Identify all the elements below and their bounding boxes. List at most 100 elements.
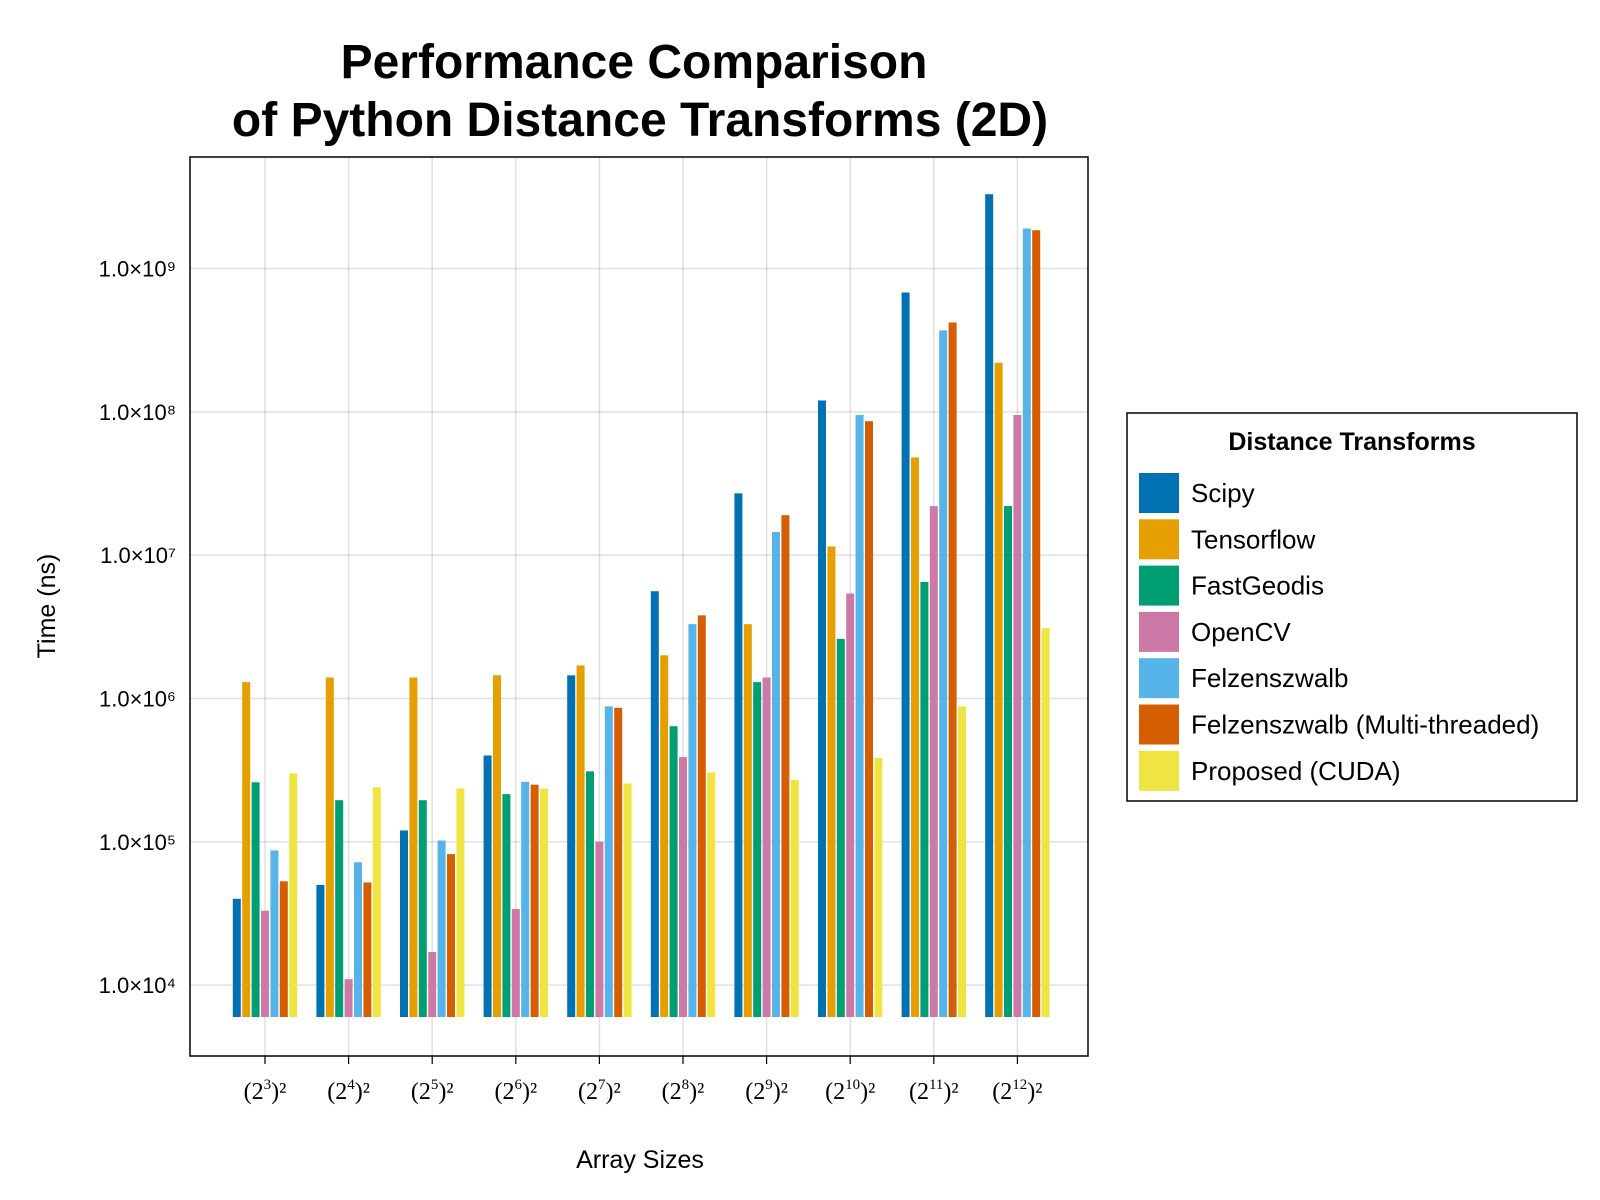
bar-felzenszwalb-6 — [772, 532, 780, 1017]
bar-tensorflow-5 — [660, 655, 669, 1017]
bar-proposed-cuda--6 — [790, 779, 799, 1017]
bar-tensorflow-3 — [493, 675, 501, 1017]
bar-opencv-3 — [511, 908, 520, 1017]
legend-frame — [1126, 412, 1578, 802]
bar-scipy-9 — [985, 194, 994, 1017]
x-tick-label-4: (27)² — [578, 1077, 621, 1105]
bar-felzenszwalb-1 — [354, 862, 362, 1017]
bar-proposed-cuda--0 — [289, 773, 298, 1017]
bar-tensorflow-2 — [409, 677, 418, 1017]
bar-fastgeodis-3 — [502, 794, 511, 1017]
x-tick-label-3: (26)² — [494, 1077, 537, 1105]
y-tick-label-1: 1.0×10⁵ — [99, 830, 176, 855]
bars — [232, 194, 1050, 1018]
bar-opencv-2 — [428, 952, 437, 1017]
bar-proposed-cuda--5 — [707, 772, 716, 1017]
y-tick-label-3: 1.0×10⁷ — [100, 543, 176, 568]
bar-scipy-6 — [734, 493, 743, 1017]
bar-felzenszwalb-multi-threaded--3 — [530, 784, 539, 1017]
bar-felzenszwalb-5 — [688, 624, 697, 1017]
legend-swatch-5 — [1139, 704, 1179, 745]
legend: Distance Transforms Scipy Tensorflow FastG… — [1126, 412, 1578, 802]
bar-scipy-2 — [400, 830, 408, 1017]
x-tick-label-6: (29)² — [745, 1077, 788, 1105]
bar-felzenszwalb-8 — [939, 330, 948, 1017]
bar-opencv-8 — [929, 506, 938, 1017]
bar-opencv-9 — [1013, 415, 1022, 1017]
legend-swatch-0 — [1139, 473, 1179, 513]
bar-tensorflow-0 — [242, 682, 251, 1017]
legend-label-0: Scipy — [1191, 478, 1255, 508]
bar-fastgeodis-7 — [836, 638, 845, 1017]
bar-fastgeodis-2 — [418, 800, 427, 1017]
bar-scipy-0 — [232, 898, 241, 1017]
bar-tensorflow-9 — [994, 362, 1003, 1018]
bar-opencv-1 — [344, 979, 353, 1017]
legend-swatch-1 — [1139, 519, 1179, 560]
bar-felzenszwalb-7 — [855, 415, 864, 1017]
bar-felzenszwalb-multi-threaded--4 — [614, 707, 623, 1017]
legend-label-6: Proposed (CUDA) — [1191, 756, 1401, 786]
bar-fastgeodis-8 — [920, 581, 929, 1017]
bar-opencv-5 — [679, 757, 687, 1017]
plot-frame — [189, 156, 1089, 1057]
bar-felzenszwalb-multi-threaded--9 — [1032, 230, 1041, 1017]
bar-fastgeodis-1 — [335, 800, 344, 1017]
legend-label-3: OpenCV — [1191, 617, 1291, 647]
bar-opencv-6 — [762, 677, 771, 1017]
x-axis-label: Array Sizes — [576, 1146, 704, 1174]
bar-tensorflow-1 — [325, 677, 334, 1017]
bar-proposed-cuda--9 — [1041, 628, 1050, 1017]
x-tick-label-7: (210)² — [825, 1077, 875, 1105]
bar-opencv-7 — [846, 593, 855, 1017]
legend-swatch-2 — [1139, 565, 1179, 606]
bar-tensorflow-6 — [743, 624, 752, 1017]
x-axis-ticks: (23)² (24)² (25)² (26)² (27)² (28)² (29)² (210)… — [244, 1056, 1042, 1105]
legend-label-1: Tensorflow — [1191, 524, 1315, 554]
bar-proposed-cuda--3 — [540, 788, 548, 1017]
chart-title-line-1: Performance Comparison — [341, 36, 928, 89]
bar-felzenszwalb-multi-threaded--8 — [948, 322, 957, 1018]
bar-felzenszwalb-multi-threaded--5 — [697, 615, 706, 1017]
bar-proposed-cuda--4 — [623, 783, 632, 1017]
bar-scipy-4 — [567, 675, 576, 1017]
legend-label-4: Felzenszwalb — [1191, 663, 1349, 693]
bar-tensorflow-7 — [827, 546, 836, 1017]
legend-items: Scipy Tensorflow FastGeodis OpenCV Felzenszw… — [1139, 473, 1539, 791]
bar-proposed-cuda--2 — [456, 788, 465, 1017]
bar-proposed-cuda--1 — [372, 787, 381, 1017]
y-axis-ticks: 1.0×10⁴ 1.0×10⁵ 1.0×10⁶ 1.0×10⁷ 1.0×10⁸ 1.0×1… — [99, 257, 176, 999]
x-tick-label-8: (211)² — [909, 1077, 959, 1105]
bar-scipy-3 — [483, 755, 492, 1017]
x-tick-label-0: (23)² — [244, 1077, 287, 1105]
bar-felzenszwalb-multi-threaded--0 — [279, 881, 288, 1017]
bar-fastgeodis-0 — [251, 782, 260, 1017]
legend-swatch-6 — [1139, 750, 1179, 791]
bar-scipy-7 — [818, 400, 826, 1017]
legend-swatch-4 — [1139, 658, 1179, 699]
y-tick-label-5: 1.0×10⁹ — [99, 257, 176, 282]
bar-felzenszwalb-multi-threaded--6 — [781, 515, 790, 1017]
bar-felzenszwalb-multi-threaded--1 — [363, 882, 372, 1017]
bar-scipy-8 — [901, 292, 910, 1017]
bar-felzenszwalb-multi-threaded--2 — [447, 854, 455, 1017]
bar-proposed-cuda--8 — [958, 706, 966, 1017]
x-tick-label-9: (212)² — [992, 1077, 1042, 1105]
y-tick-label-2: 1.0×10⁶ — [99, 686, 176, 711]
bar-tensorflow-4 — [576, 665, 585, 1017]
bar-scipy-1 — [316, 884, 325, 1017]
bar-felzenszwalb-multi-threaded--7 — [865, 421, 873, 1017]
legend-title: Distance Transforms — [1228, 428, 1475, 456]
y-tick-label-4: 1.0×10⁸ — [99, 400, 176, 425]
y-tick-label-0: 1.0×10⁴ — [99, 973, 176, 998]
legend-swatch-3 — [1139, 611, 1179, 652]
bar-opencv-4 — [595, 841, 604, 1017]
bar-felzenszwalb-3 — [521, 781, 530, 1017]
bar-felzenszwalb-2 — [437, 840, 446, 1017]
legend-label-5: Felzenszwalb (Multi-threaded) — [1191, 710, 1539, 740]
bar-fastgeodis-9 — [1004, 506, 1012, 1017]
bar-proposed-cuda--7 — [874, 757, 883, 1017]
x-tick-label-5: (28)² — [662, 1077, 705, 1105]
y-axis-label: Time (ns) — [33, 554, 61, 659]
